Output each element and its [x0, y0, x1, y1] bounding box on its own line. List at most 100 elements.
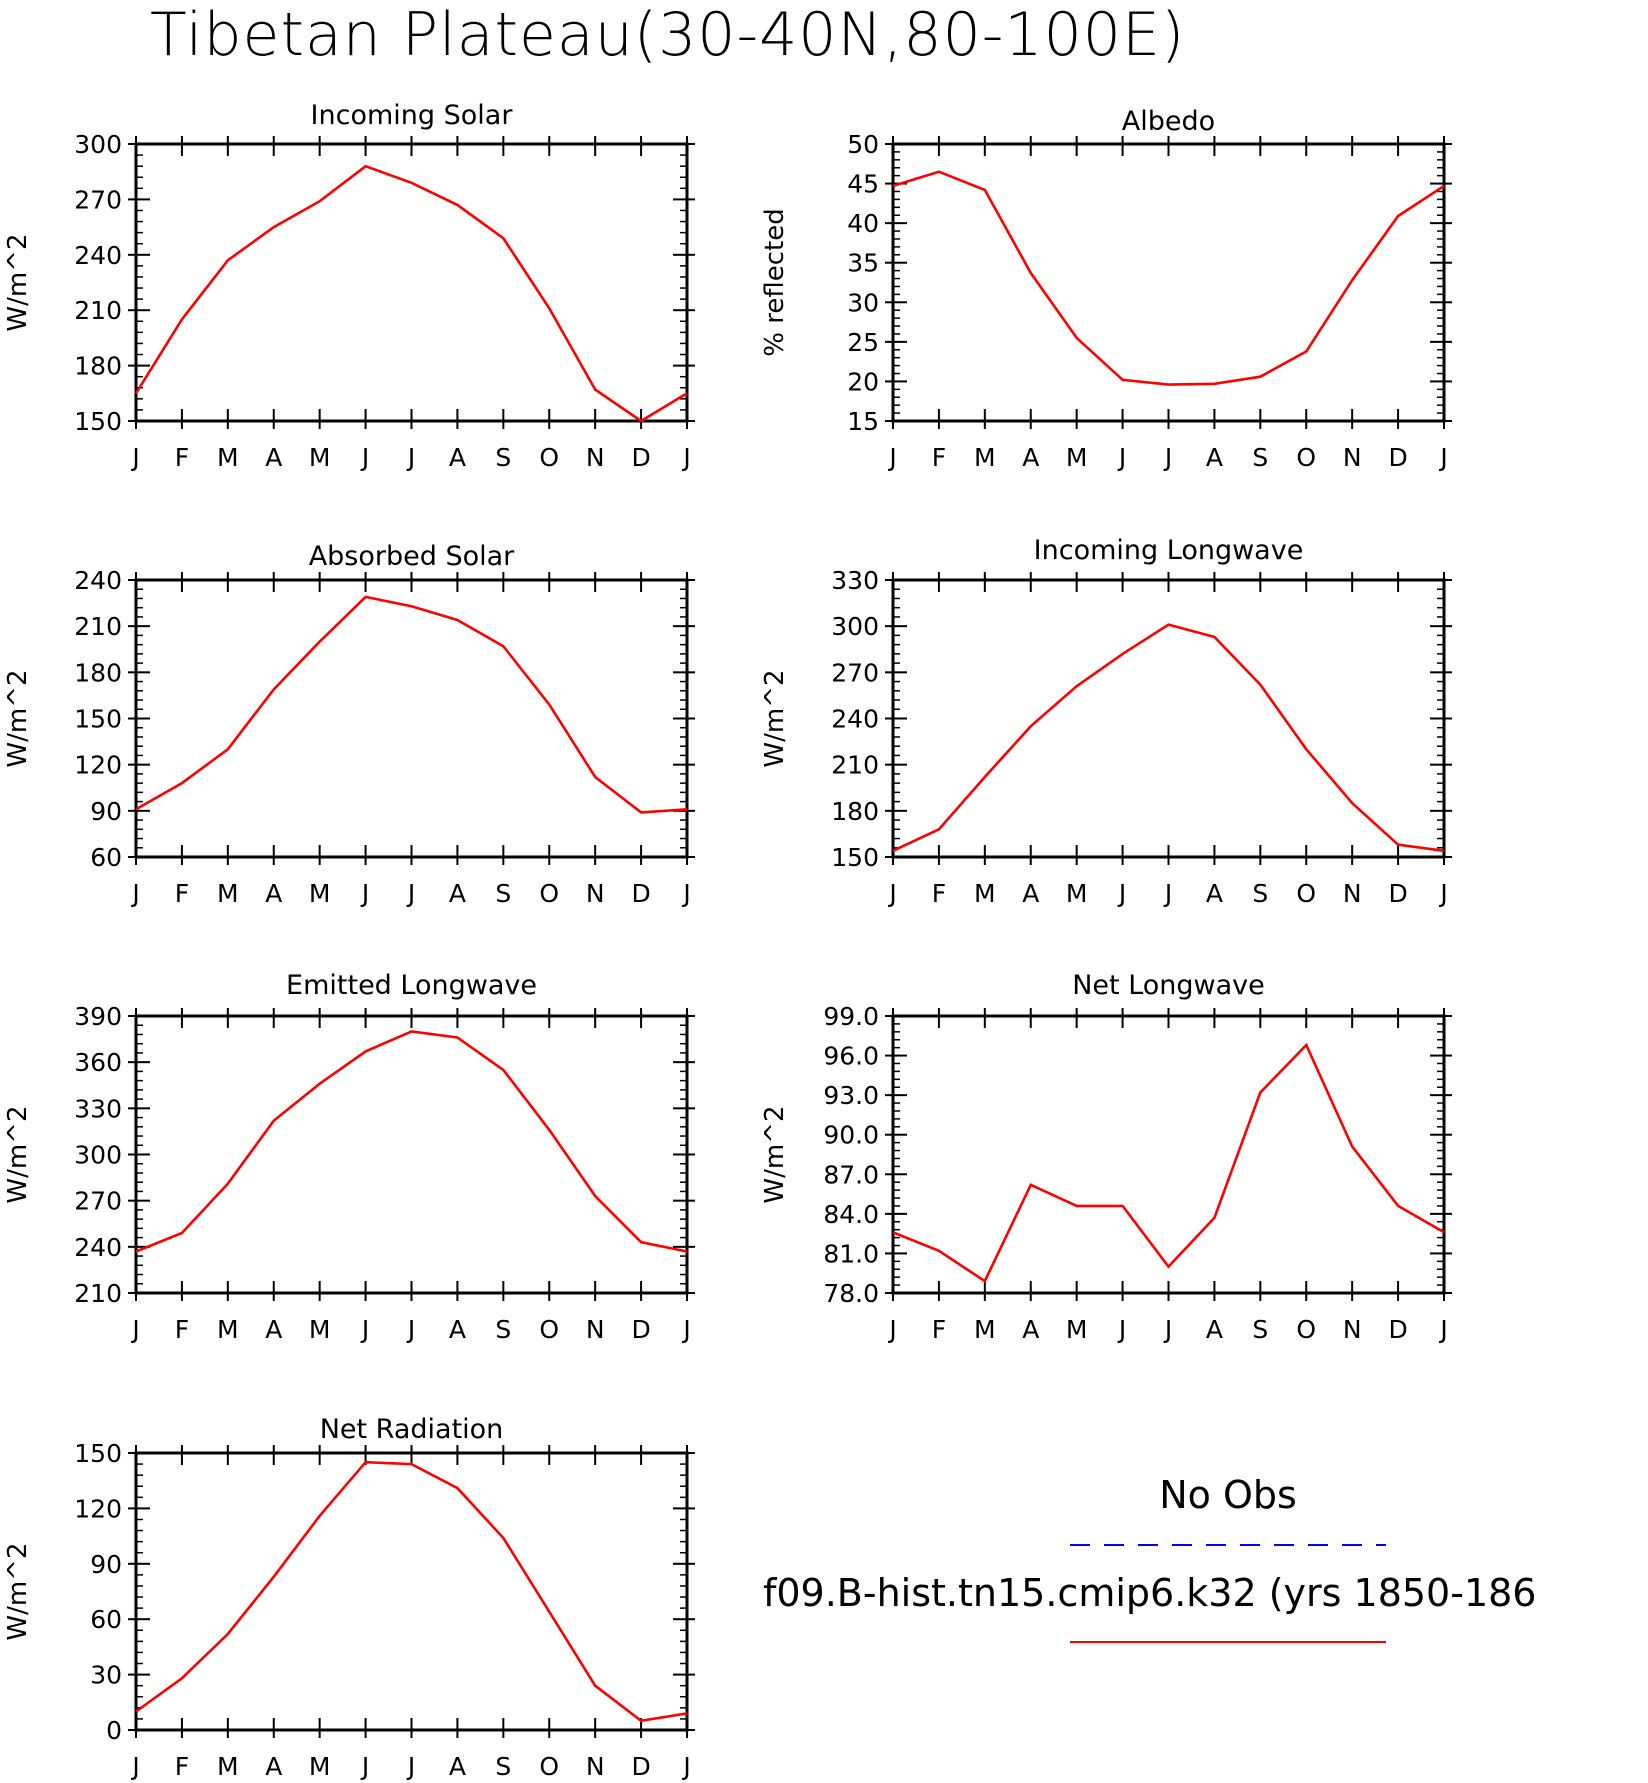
x-tick-label: J [360, 1752, 369, 1781]
series-line-model [892, 170, 1445, 386]
plot-frame [134, 578, 689, 859]
x-tick-label: A [449, 1752, 466, 1781]
y-tick-label: 210 [74, 296, 122, 325]
y-tick-label: 150 [831, 843, 879, 872]
x-tick-label: J [360, 879, 369, 908]
x-tick-label: M [309, 443, 331, 472]
series-line-model [892, 1042, 1445, 1284]
y-tick-label: 0 [106, 1716, 122, 1745]
x-tick-label: M [974, 443, 996, 472]
x-tick-label: J [406, 1315, 415, 1344]
y-tick-label: 120 [74, 1494, 122, 1523]
x-tick-label: M [309, 879, 331, 908]
legend: No Obs f09.B-hist.tn15.cmip6.k32 (yrs 185… [763, 1473, 1536, 1643]
y-tick-label: 150 [74, 1439, 122, 1468]
x-tick-label: J [681, 1752, 690, 1781]
x-tick-label: N [1343, 443, 1362, 472]
x-tick-label: D [1388, 443, 1407, 472]
y-tick-label: 30 [847, 288, 879, 317]
x-tick-label: S [1252, 879, 1268, 908]
x-tick-label: J [360, 443, 369, 472]
x-tick-label: S [495, 879, 511, 908]
series-line-model [134, 164, 688, 423]
panel-title: Emitted Longwave [286, 970, 537, 1001]
y-tick-label: 210 [831, 751, 879, 780]
y-tick-label: 270 [831, 658, 879, 687]
x-tick-label: M [1066, 879, 1088, 908]
figure-title: Tibetan Plateau(30-40N,80-100E) [150, 0, 1186, 70]
x-tick-label: J [130, 443, 139, 472]
x-tick-label: J [406, 879, 415, 908]
y-tick-label: 60 [90, 843, 122, 872]
y-tick-label: 390 [74, 1002, 122, 1031]
x-tick-label: J [887, 1315, 896, 1344]
y-tick-label: 45 [847, 170, 879, 199]
x-tick-label: D [1388, 1315, 1407, 1344]
y-tick-label: 99.0 [823, 1002, 879, 1031]
y-tick-label: 180 [831, 797, 879, 826]
y-tick-label: 180 [74, 352, 122, 381]
x-tick-label: A [1206, 443, 1223, 472]
x-tick-label: J [1117, 443, 1126, 472]
x-tick-label: J [681, 879, 690, 908]
x-tick-label: S [495, 443, 511, 472]
y-tick-label: 180 [74, 658, 122, 687]
y-tick-label: 15 [847, 407, 879, 436]
y-tick-label: 40 [847, 209, 879, 238]
panel-title: Net Longwave [1072, 970, 1265, 1001]
y-tick-label: 300 [831, 612, 879, 641]
y-tick-label: 300 [74, 130, 122, 159]
x-tick-label: A [449, 443, 466, 472]
y-tick-label: 210 [74, 612, 122, 641]
y-tick-label: 90.0 [823, 1121, 879, 1150]
plot-frame [134, 1014, 689, 1295]
y-axis-label: W/m^2 [3, 233, 33, 331]
y-tick-label: 30 [90, 1661, 122, 1690]
y-axis-label: W/m^2 [760, 669, 790, 767]
x-tick-label: O [1296, 1315, 1316, 1344]
x-tick-label: M [309, 1315, 331, 1344]
x-tick-label: M [974, 879, 996, 908]
x-tick-label: M [1066, 1315, 1088, 1344]
x-tick-label: M [217, 879, 239, 908]
x-tick-label: J [360, 1315, 369, 1344]
x-tick-label: M [309, 1752, 331, 1781]
x-tick-label: A [1022, 879, 1039, 908]
x-tick-label: J [1438, 879, 1447, 908]
x-tick-label: D [631, 1752, 650, 1781]
x-tick-label: J [681, 443, 690, 472]
x-tick-label: A [265, 1315, 282, 1344]
x-tick-label: F [175, 1752, 189, 1781]
x-tick-label: S [495, 1752, 511, 1781]
x-tick-label: A [265, 1752, 282, 1781]
y-tick-label: 120 [74, 751, 122, 780]
y-tick-label: 20 [847, 367, 879, 396]
x-tick-label: J [130, 1315, 139, 1344]
y-tick-label: 240 [74, 241, 122, 270]
panel-title: Incoming Longwave [1034, 535, 1304, 566]
x-tick-label: N [586, 879, 605, 908]
x-tick-label: S [495, 1315, 511, 1344]
x-tick-label: N [586, 1315, 605, 1344]
x-tick-label: D [631, 443, 650, 472]
plot-frame [891, 578, 1446, 859]
x-tick-label: J [130, 879, 139, 908]
panel-title: Absorbed Solar [309, 541, 515, 572]
x-tick-label: M [217, 443, 239, 472]
x-tick-label: S [1252, 443, 1268, 472]
x-tick-label: O [1296, 879, 1316, 908]
y-tick-label: 270 [74, 1187, 122, 1216]
x-tick-label: F [932, 443, 946, 472]
y-tick-label: 360 [74, 1048, 122, 1077]
y-tick-label: 78.0 [823, 1279, 879, 1308]
y-tick-label: 330 [74, 1094, 122, 1123]
x-tick-label: M [974, 1315, 996, 1344]
y-axis-label: W/m^2 [3, 1542, 33, 1640]
y-tick-label: 240 [74, 566, 122, 595]
x-tick-label: A [265, 443, 282, 472]
x-tick-label: N [1343, 1315, 1362, 1344]
y-tick-label: 90 [90, 1550, 122, 1579]
